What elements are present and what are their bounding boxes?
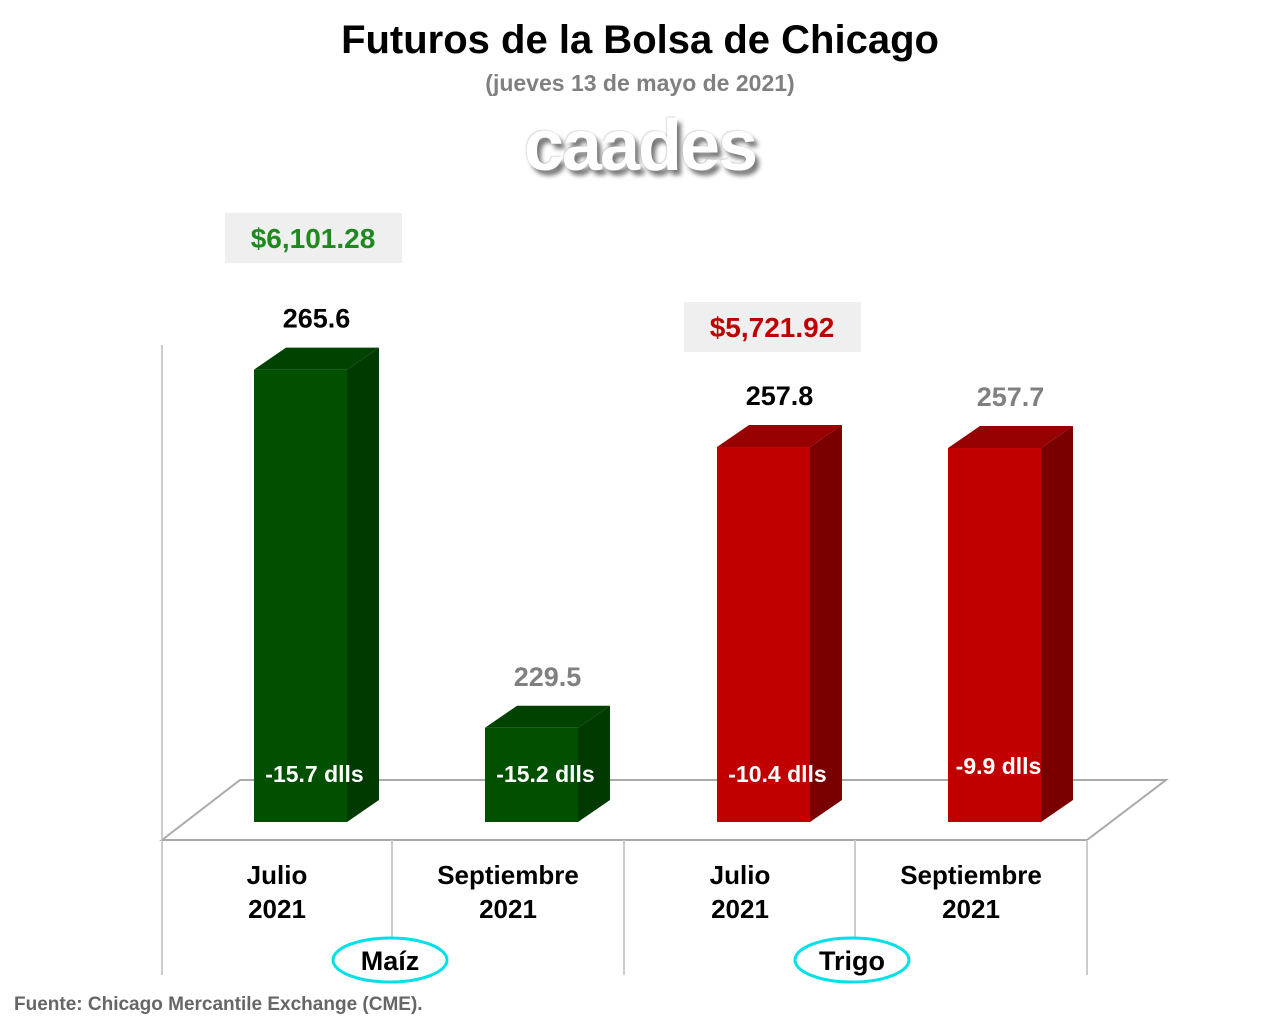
- value-label: 265.6: [283, 304, 351, 334]
- category-label-line2: 2021: [479, 894, 537, 924]
- group-ellipse: [331, 936, 449, 984]
- group-ellipse: [793, 936, 911, 984]
- category-label-line1: Septiembre: [900, 860, 1042, 890]
- price-label: $6,101.28: [251, 223, 376, 254]
- bar-top: [254, 347, 379, 370]
- source-note: Fuente: Chicago Mercantile Exchange (CME…: [14, 994, 423, 1015]
- group-label: Trigo: [819, 946, 885, 976]
- category-label-line1: Septiembre: [437, 860, 579, 890]
- bar-top: [485, 705, 610, 728]
- bar-side: [347, 347, 379, 822]
- labels: 265.6 -15.7 dlls Julio 2021 229.5 -15.2 dlls S…: [225, 213, 1045, 984]
- value-label: 229.5: [514, 662, 582, 692]
- value-label: 257.7: [977, 382, 1045, 412]
- change-label: -15.2 dlls: [496, 761, 594, 787]
- category-label-line2: 2021: [711, 894, 769, 924]
- change-label: -10.4 dlls: [728, 761, 826, 787]
- price-label: $5,721.92: [710, 312, 835, 343]
- bar: [254, 369, 347, 822]
- chart-frame: [159, 345, 1169, 975]
- price-box: [684, 302, 861, 352]
- chart-subtitle: (jueves 13 de mayo de 2021): [485, 70, 795, 96]
- bar: [948, 448, 1041, 822]
- value-label: 257.8: [746, 381, 814, 411]
- chart-title: Futuros de la Bolsa de Chicago: [341, 18, 939, 62]
- category-label-line1: Julio: [710, 860, 771, 890]
- bar-side: [1041, 426, 1073, 822]
- caades-logo: caades: [523, 106, 758, 186]
- category-label-line1: Julio: [247, 860, 308, 890]
- category-label-line2: 2021: [942, 894, 1000, 924]
- bar: [485, 727, 578, 822]
- bar-side: [578, 705, 610, 822]
- price-box: [225, 213, 402, 263]
- bars: [254, 347, 1073, 822]
- bar-top: [717, 425, 842, 448]
- bar-top: [948, 426, 1073, 449]
- change-label: -15.7 dlls: [265, 761, 363, 787]
- bar: [717, 447, 810, 822]
- bar-side: [810, 425, 842, 822]
- group-label: Maíz: [361, 946, 420, 976]
- category-label-line2: 2021: [248, 894, 306, 924]
- change-label: -9.9 dlls: [956, 753, 1042, 779]
